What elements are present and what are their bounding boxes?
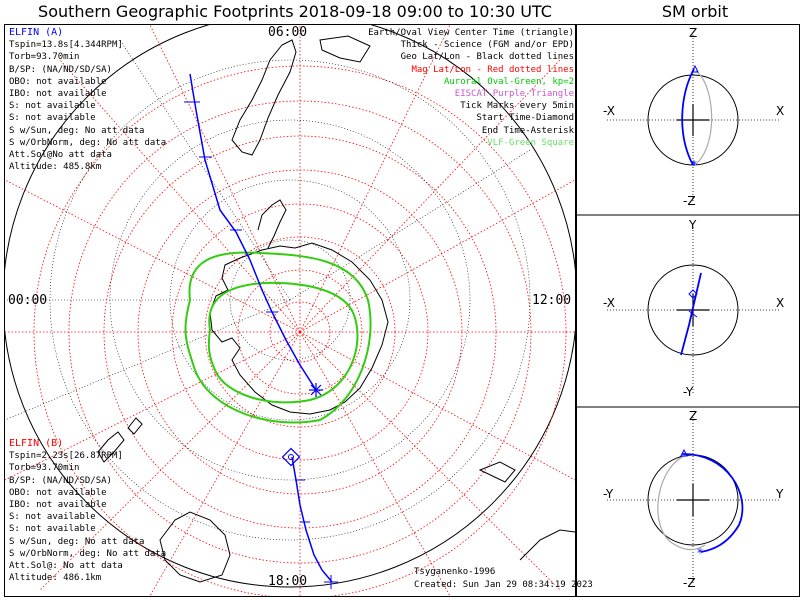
elfin-b-line: S: not available [9,524,96,535]
legend-item: End Time-Asterisk [481,125,574,136]
svg-text:*: * [697,546,703,560]
elfin-b-info: ELFIN (B) Tspin=2.23s[26.87RPM] Torb=93.… [9,438,166,584]
auroral-oval-inner [207,281,359,404]
geo-grid [5,39,531,541]
sm3-left: -Y [603,487,614,501]
mag-meridians [5,25,575,596]
elfin-a-line: IBO: not available [9,89,107,100]
legend-item: Start Time-Diamond [476,113,574,124]
elfin-a-info: ELFIN (A) Tspin=13.8s[4.344RPM] Torb=93.… [9,27,166,173]
elfin-b-line: S: not available [9,512,96,523]
elfin-b-line: Tspin=2.23s[26.87RPM] [9,451,123,462]
clock-label-top: 06:00 [268,25,308,40]
legend: Earth/Oval View Center Time (triangle) T… [330,27,574,149]
legend-item: Thick - Science (FGM and/or EPD) [400,40,574,51]
elfin-a-line: S: not available [9,113,96,124]
legend-item: EISCAT-Purple Triangle [454,89,574,100]
sm1-right: X [776,104,785,118]
legend-item: Earth/Oval View Center Time (triangle) [368,28,574,38]
elfin-a-line: Altitude: 485.8km [9,162,102,173]
legend-item: Geo Lat/Lon - Black dotted lines [400,52,574,63]
elfin-a-line: Att.Sol@No att data [9,150,112,161]
sm1-up: Z [689,26,698,40]
model-credit: Tsyganenko-1996 [414,567,496,577]
elfin-b-line: OBO: not available [9,487,107,498]
legend-item: Tick Marks every 5min [460,101,574,112]
elfin-a-line: S w/Sun, deg: No att data [9,125,145,136]
elfin-b-track [281,447,338,589]
page-title: Southern Geographic Footprints 2018-09-1… [38,2,552,21]
coastlines [97,35,575,583]
elfin-b-line: S w/OrbNorm, deg: No att data [9,548,167,559]
elfin-b-line: S w/Sun, deg: No att data [9,536,145,547]
elfin-a-line: OBO: not available [9,76,107,87]
elfin-b-line: Att.Sol@: No att data [9,561,123,572]
clock-label-bottom: 18:00 [268,574,308,589]
legend-item: VLF-Green Square [487,137,574,148]
sm2-left: -X [603,296,615,310]
svg-text:*: * [691,158,697,172]
clock-label-left: 00:00 [8,293,48,308]
sm1-left: -X [603,104,615,118]
map-boundary [5,25,575,588]
elfin-a-line: S: not available [9,101,96,112]
elfin-b-line: IBO: not available [9,500,107,511]
sm2-down: -Y [683,385,694,399]
created-credit: Created: Sun Jan 29 08:34:19 2023 [414,580,593,590]
sm2-right: X [776,296,785,310]
sm3-up: Z [689,409,698,423]
elfin-b-line: B/SP: (NA/ND/SD/SA) [9,475,112,486]
sm-orbit-panels: * * [607,35,779,585]
elfin-b-name: ELFIN (B) [9,438,64,449]
auroral-oval-outer [184,251,372,424]
sm-panel-xy [607,227,779,393]
sm1-down: -Z [683,194,696,208]
legend-item: Mag Lat/Lon - Red dotted lines [411,64,574,75]
sm2-up: Y [689,218,697,232]
elfin-a-line: S w/OrbNorm, deg: No att data [9,137,167,148]
elfin-b-line: Torb=93.70min [9,463,80,474]
elfin-a-line: Torb=93.70min [9,52,80,63]
sm-orbit-title: SM orbit [661,2,729,21]
elfin-a-name: ELFIN (A) [9,27,64,38]
clock-label-right: 12:00 [532,293,572,308]
sm-panel-yz: * [607,417,779,585]
elfin-a-line: B/SP: (NA/ND/SD/SA) [9,64,112,75]
sm-panel-xz: * [607,35,779,203]
legend-item: Auroral Oval-Green, kp=2 [443,76,574,87]
sm3-down: -Z [683,576,696,590]
sm3-right: Y [776,487,784,501]
elfin-a-track [184,73,323,397]
elfin-a-line: Tspin=13.8s[4.344RPM] [9,40,123,51]
elfin-b-line: Altitude: 486.1km [9,573,102,584]
